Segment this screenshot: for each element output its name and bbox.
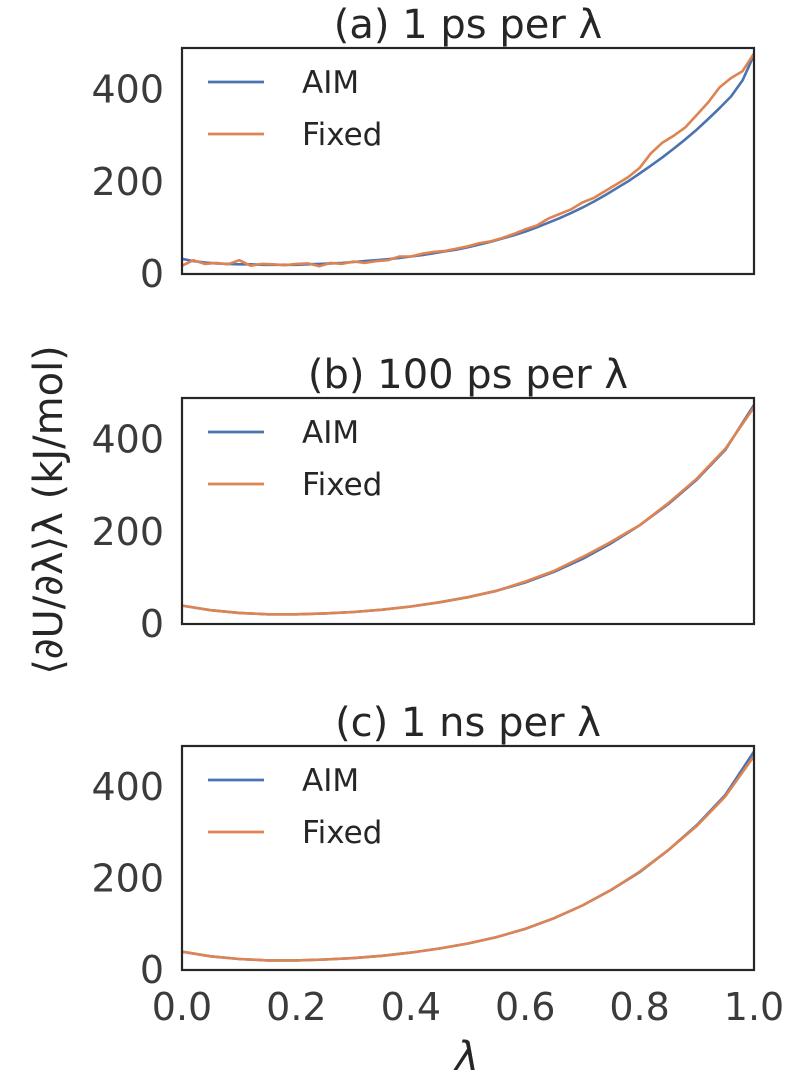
series-line-fixed xyxy=(182,754,754,962)
legend-label-aim: AIM xyxy=(302,415,359,451)
x-tick-label: 0.6 xyxy=(495,985,555,1029)
plot-frame xyxy=(180,46,756,276)
panel-1: (b) 100 ps per λ 0 200 400 AIM Fixed xyxy=(91,352,756,646)
y-tick-label: 0 xyxy=(140,948,164,992)
series-line-aim xyxy=(182,53,754,267)
panel-0: (a) 1 ps per λ 0 200 400 AIM Fixed xyxy=(91,2,756,296)
y-tick-label: 200 xyxy=(91,857,164,901)
panel-title: (b) 100 ps per λ xyxy=(308,352,628,398)
legend-label-aim: AIM xyxy=(302,763,359,799)
x-tick-label: 0.4 xyxy=(381,985,441,1029)
y-tick-label: 0 xyxy=(140,602,164,646)
legend-label-fixed: Fixed xyxy=(302,815,382,851)
panel-title: (c) 1 ns per λ xyxy=(335,700,601,746)
series-line-aim xyxy=(182,403,754,616)
legend-label-fixed: Fixed xyxy=(302,467,382,503)
series-line-fixed xyxy=(182,52,754,268)
series-line-aim xyxy=(182,750,754,962)
legend-label-fixed: Fixed xyxy=(302,117,382,153)
x-tick-label: 1.0 xyxy=(724,985,784,1029)
x-axis-label: λ xyxy=(453,1034,479,1080)
y-tick-label: 400 xyxy=(91,418,164,462)
y-axis-label-text: ⟨∂U/∂λ⟩λ (kJ/mol) xyxy=(26,345,72,675)
y-tick-label: 200 xyxy=(91,160,164,204)
series-line-fixed xyxy=(182,405,754,616)
x-tick-label: 0.8 xyxy=(609,985,669,1029)
panel-2: (c) 1 ns per λ 0 200 400 0.0 0.2 0.4 0.6 0.8 1.0 A… xyxy=(91,700,784,1029)
y-tick-label: 0 xyxy=(140,252,164,296)
plot-frame xyxy=(180,744,756,972)
y-tick-label: 200 xyxy=(91,510,164,554)
x-tick-label: 0.2 xyxy=(266,985,326,1029)
y-axis-label: ⟨∂U/∂λ⟩λ (kJ/mol) xyxy=(26,345,72,675)
legend-label-aim: AIM xyxy=(302,65,359,101)
x-tick-label: 0.0 xyxy=(152,985,212,1029)
y-tick-label: 400 xyxy=(91,68,164,112)
panel-title: (a) 1 ps per λ xyxy=(334,2,602,48)
plot-frame xyxy=(180,396,756,626)
y-tick-label: 400 xyxy=(91,765,164,809)
